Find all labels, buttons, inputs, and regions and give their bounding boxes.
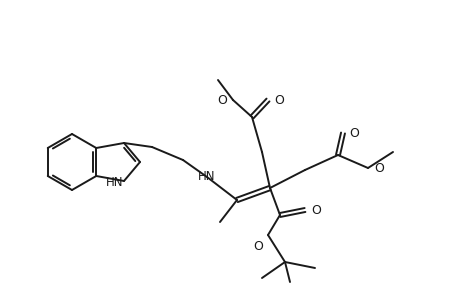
Text: O: O	[310, 203, 320, 217]
Text: O: O	[274, 94, 283, 106]
Text: O: O	[373, 161, 383, 175]
Text: HN: HN	[198, 170, 215, 184]
Text: O: O	[217, 94, 226, 106]
Text: O: O	[252, 240, 263, 253]
Text: HN: HN	[105, 176, 123, 190]
Text: O: O	[348, 127, 358, 140]
